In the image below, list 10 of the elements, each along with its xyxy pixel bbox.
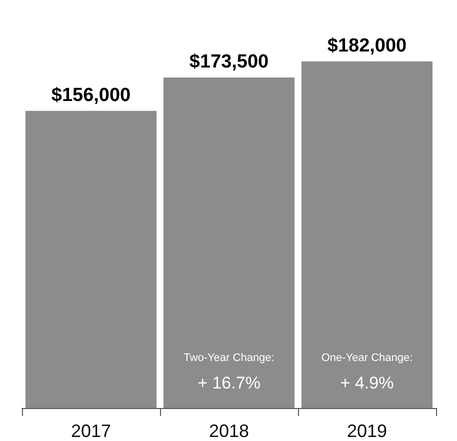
x-tick-label: 2019 (346, 421, 388, 441)
data-label: $173,500 (189, 52, 269, 73)
annotation: Two-Year Change: (184, 352, 274, 364)
data-label: $182,000 (327, 35, 407, 56)
x-tick-label: 2018 (208, 421, 250, 441)
data-label: $156,000 (51, 84, 131, 106)
annotation: One-Year Change: (321, 352, 413, 364)
annotation: + 4.9% (340, 374, 394, 392)
annotation: + 16.7% (198, 374, 260, 392)
x-tick-label: 2017 (70, 421, 112, 441)
